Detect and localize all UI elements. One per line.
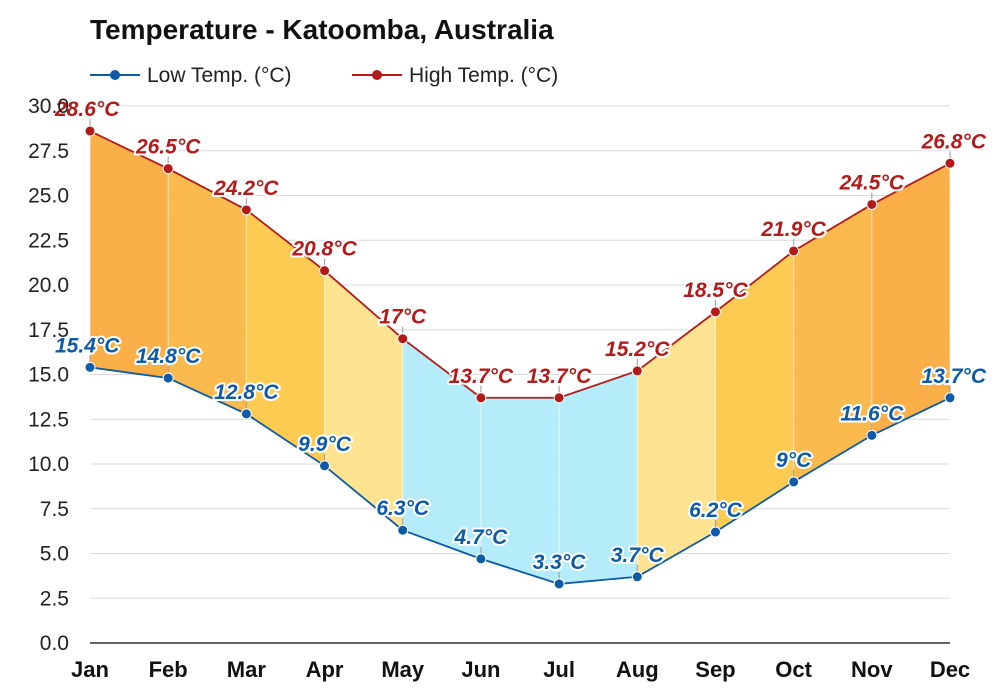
- chart-title: Temperature - Katoomba, Australia: [90, 14, 554, 45]
- x-tick-label: May: [381, 657, 425, 682]
- y-tick-label: 25.0: [28, 185, 69, 208]
- legend-low-marker: [110, 70, 120, 80]
- band-segment: [637, 311, 716, 577]
- high-temp-point: [631, 365, 643, 377]
- low-temp-data-label: 9°C: [776, 449, 812, 472]
- band-segment: [324, 270, 403, 531]
- high-temp-point: [162, 163, 174, 175]
- high-temp-point: [709, 306, 721, 318]
- legend-low-label: Low Temp. (°C): [147, 64, 292, 87]
- x-tick-label: Jun: [461, 657, 500, 682]
- low-temp-point: [397, 524, 409, 536]
- high-temp-data-label: 28.6°C: [54, 98, 120, 121]
- y-tick-label: 30.0: [28, 95, 69, 118]
- low-temp-data-label: 3.7°C: [611, 544, 665, 567]
- y-tick-label: 17.5: [28, 319, 69, 342]
- band-segment: [168, 168, 247, 414]
- low-temp-point: [866, 429, 878, 441]
- low-temp-data-label: 12.8°C: [214, 381, 279, 404]
- band-segment: [793, 204, 872, 482]
- low-temp-point: [240, 408, 252, 420]
- y-tick-label: 22.5: [28, 229, 69, 252]
- low-temp-data-label: 9.9°C: [298, 433, 352, 456]
- x-tick-label: Apr: [306, 657, 344, 682]
- low-temp-point: [553, 578, 565, 590]
- low-temp-data-label: 3.3°C: [533, 551, 587, 574]
- y-tick-label: 15.0: [28, 364, 69, 387]
- high-temp-point: [866, 198, 878, 210]
- low-temp-point: [162, 372, 174, 384]
- band-segment: [402, 338, 481, 559]
- low-temp-data-label: 13.7°C: [922, 365, 987, 388]
- y-tick-label: 10.0: [28, 453, 69, 476]
- high-temp-point: [944, 157, 956, 169]
- low-temp-data-label: 14.8°C: [136, 345, 201, 368]
- high-temp-data-label: 13.7°C: [449, 365, 514, 388]
- high-temp-data-label: 18.5°C: [683, 279, 748, 302]
- y-tick-label: 12.5: [28, 408, 69, 431]
- legend-high-marker: [372, 70, 382, 80]
- low-temp-data-label: 4.7°C: [454, 526, 509, 549]
- x-tick-label: Dec: [930, 657, 970, 682]
- band-segment: [246, 209, 325, 466]
- x-tick-label: Aug: [616, 657, 659, 682]
- high-temp-point: [553, 392, 565, 404]
- x-tick-label: Jan: [71, 657, 109, 682]
- x-tick-label: Feb: [149, 657, 188, 682]
- high-temp-data-label: 20.8°C: [291, 238, 357, 261]
- band-segment: [90, 131, 169, 379]
- high-temp-point: [788, 245, 800, 257]
- low-temp-data-label: 15.4°C: [55, 334, 120, 357]
- y-tick-label: 2.5: [40, 587, 69, 610]
- band-segment: [715, 250, 794, 533]
- high-temp-data-label: 26.8°C: [921, 130, 987, 153]
- high-temp-data-label: 21.9°C: [760, 218, 826, 241]
- high-temp-data-label: 26.5°C: [135, 136, 201, 159]
- high-temp-point: [475, 392, 487, 404]
- low-temp-point: [84, 361, 96, 373]
- band-segment: [559, 370, 638, 584]
- high-temp-line: [89, 130, 951, 399]
- high-temp-point: [319, 265, 331, 277]
- low-temp-data-label: 6.2°C: [689, 499, 743, 522]
- low-temp-point: [475, 553, 487, 565]
- low-temp-data-label: 6.3°C: [376, 497, 430, 520]
- x-tick-label: Oct: [775, 657, 812, 682]
- high-temp-point: [84, 125, 96, 137]
- y-tick-label: 27.5: [28, 140, 69, 163]
- band-segment: [480, 397, 560, 584]
- x-tick-label: Sep: [695, 657, 735, 682]
- high-temp-data-label: 13.7°C: [527, 365, 592, 388]
- low-temp-point: [319, 460, 331, 472]
- x-tick-label: Jul: [543, 657, 575, 682]
- high-temp-point: [397, 333, 409, 345]
- y-tick-label: 20.0: [28, 274, 69, 297]
- low-temp-data-label: 11.6°C: [840, 402, 904, 425]
- high-temp-point: [240, 204, 252, 216]
- band-segment: [871, 163, 950, 436]
- low-temp-line: [89, 366, 951, 585]
- high-temp-data-label: 24.2°C: [213, 177, 279, 200]
- y-tick-label: 5.0: [40, 543, 69, 566]
- low-temp-point: [631, 571, 643, 583]
- low-temp-point: [788, 476, 800, 488]
- low-temp-point: [709, 526, 721, 538]
- low-temp-point: [944, 392, 956, 404]
- y-tick-label: 0.0: [40, 632, 69, 655]
- y-tick-label: 7.5: [40, 498, 69, 521]
- x-tick-label: Nov: [851, 657, 893, 682]
- high-temp-data-label: 17°C: [379, 306, 427, 329]
- high-temp-data-label: 15.2°C: [605, 338, 670, 361]
- x-tick-label: Mar: [227, 657, 267, 682]
- high-temp-data-label: 24.5°C: [839, 171, 905, 194]
- legend-high-label: High Temp. (°C): [409, 64, 558, 87]
